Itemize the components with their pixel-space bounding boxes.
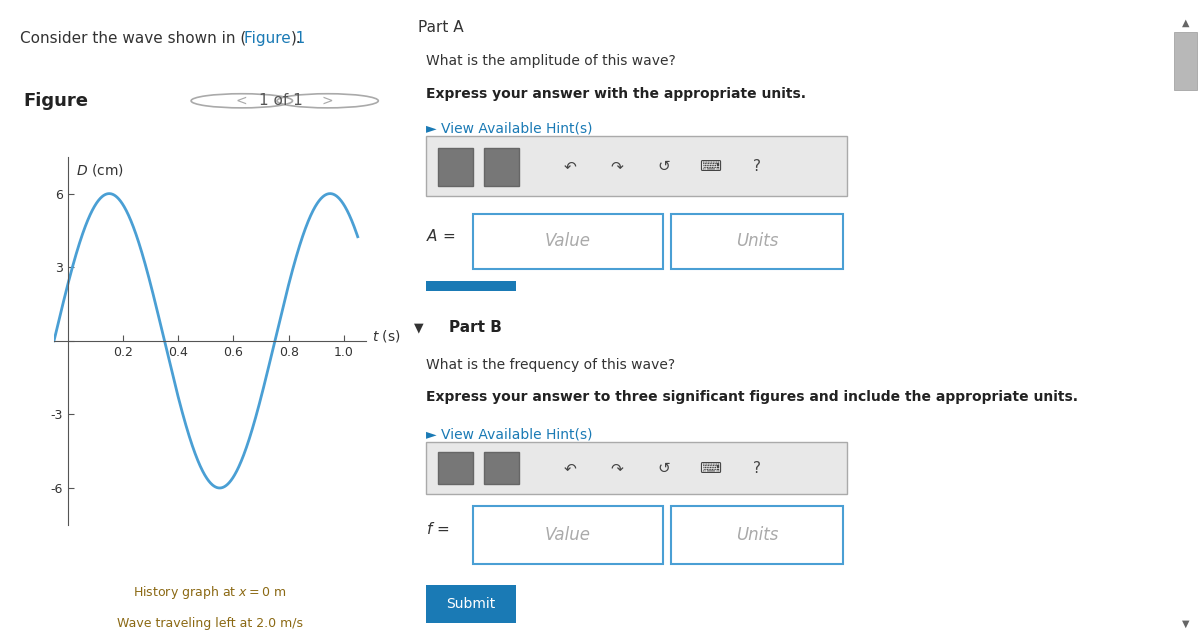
Bar [473,506,664,564]
Text: Value: Value [545,232,590,250]
Text: <: < [236,94,247,108]
Text: ⌨: ⌨ [700,461,721,476]
Bar [473,214,664,269]
Text: Value: Value [545,526,590,544]
Text: ↷: ↷ [611,461,623,476]
Text: Units: Units [736,232,778,250]
Text: Express your answer to three significant figures and include the appropriate uni: Express your answer to three significant… [426,390,1078,404]
Bar [438,452,473,484]
Text: Express your answer with the appropriate units.: Express your answer with the appropriate… [426,86,806,100]
Text: Submit: Submit [446,596,496,611]
Text: $A$ =: $A$ = [426,228,455,244]
Bar [671,506,842,564]
Text: ► View Available Hint(s): ► View Available Hint(s) [426,428,593,442]
Text: What is the amplitude of this wave?: What is the amplitude of this wave? [426,54,676,68]
Text: ).: ). [290,31,301,46]
Text: ↶: ↶ [564,461,576,476]
Bar [426,281,516,316]
Text: ?: ? [752,461,761,476]
Text: ↺: ↺ [658,159,670,174]
Bar [426,442,846,494]
Text: ▲: ▲ [1182,17,1189,28]
Bar [485,148,520,186]
Text: Submit: Submit [446,292,496,306]
Bar [485,452,520,484]
Text: ▼: ▼ [1182,619,1189,629]
Text: ▼: ▼ [414,321,424,335]
Text: Units: Units [736,526,778,544]
Bar [671,214,842,269]
Text: Figure 1: Figure 1 [244,31,305,46]
Text: $t$ (s): $t$ (s) [372,328,401,344]
Text: What is the frequency of this wave?: What is the frequency of this wave? [426,358,676,372]
Bar [1174,32,1198,90]
Text: Wave traveling left at 2.0 m/s: Wave traveling left at 2.0 m/s [118,617,302,630]
Text: Figure: Figure [24,92,89,110]
Text: ↷: ↷ [611,159,623,174]
Text: ⌨: ⌨ [700,159,721,174]
Bar [426,585,516,623]
Text: History graph at $x = 0$ m: History graph at $x = 0$ m [133,584,287,601]
Text: ↶: ↶ [564,159,576,174]
Text: $f$ =: $f$ = [426,522,449,538]
Text: Consider the wave shown in (: Consider the wave shown in ( [19,31,246,46]
Text: 1 of 1: 1 of 1 [259,93,302,108]
Bar [426,136,846,196]
Bar [438,148,473,186]
Text: ↺: ↺ [658,461,670,476]
Text: ?: ? [752,159,761,174]
Text: Part A: Part A [418,20,463,35]
Text: >: > [322,94,334,108]
Text: $D$ (cm): $D$ (cm) [76,162,124,178]
Text: Part B: Part B [449,321,502,335]
Text: ► View Available Hint(s): ► View Available Hint(s) [426,122,593,136]
